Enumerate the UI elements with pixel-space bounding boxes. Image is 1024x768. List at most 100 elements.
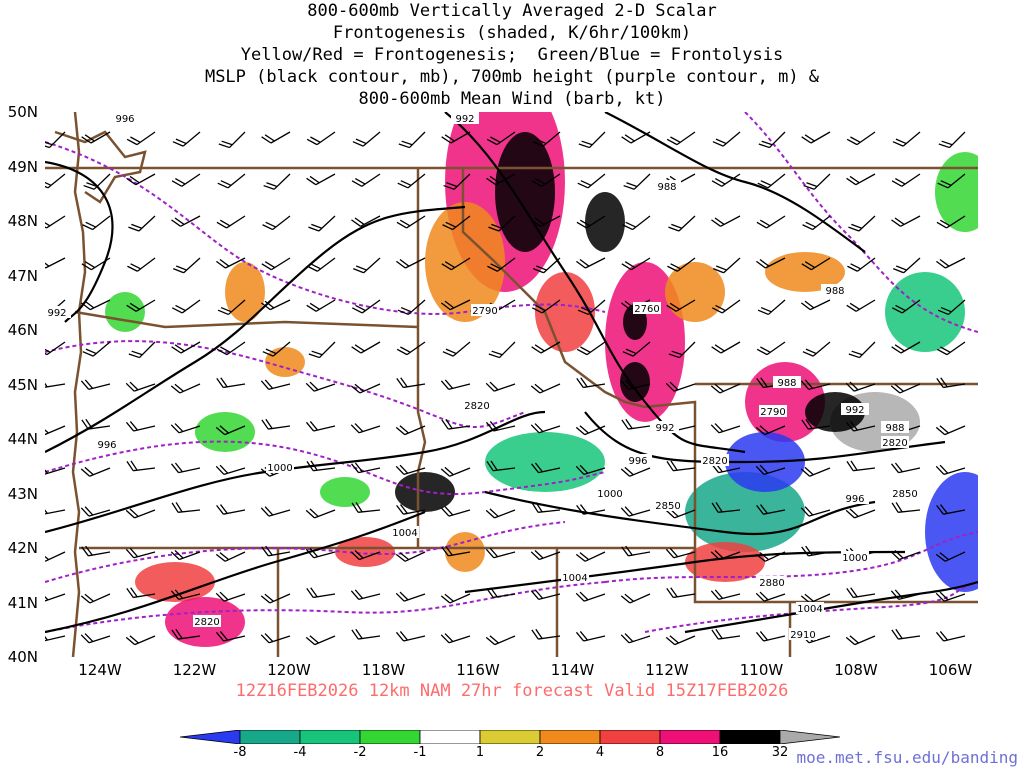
mslp-contour-label: 988 <box>885 423 904 434</box>
colorbar-label: -8 <box>233 745 247 760</box>
latitude-label: 43N <box>7 484 38 503</box>
wind-barb <box>126 173 156 186</box>
wind-barb <box>125 635 156 646</box>
longitude-label: 118W <box>361 661 406 679</box>
wind-barb <box>126 460 156 472</box>
frontogenesis-shade <box>935 152 978 232</box>
height-contour-label-box <box>463 399 491 411</box>
wind-barb <box>531 341 561 354</box>
wind-barb <box>578 131 606 149</box>
wind-barb <box>395 551 426 562</box>
height-contour-label: 2880 <box>759 578 784 589</box>
mslp-contour-label-box <box>796 602 824 614</box>
state-borders <box>45 112 978 657</box>
wind-barb <box>487 257 516 272</box>
colorbar-swatch <box>539 730 601 744</box>
wind-barb <box>802 341 831 357</box>
wind-barb <box>485 547 516 559</box>
wind-barb <box>846 299 876 312</box>
wind-barb <box>710 423 741 434</box>
wind-barb <box>396 215 426 229</box>
wind-barb <box>351 341 381 354</box>
colorbar-swatch <box>419 730 481 744</box>
wind-barb <box>45 341 66 356</box>
wind-barb <box>171 215 201 227</box>
wind-barb <box>125 381 156 392</box>
wind-barb <box>890 383 921 394</box>
wind-barbs <box>45 131 966 646</box>
wind-barb <box>306 299 336 312</box>
wind-barb <box>890 549 921 561</box>
wind-barb <box>938 131 966 149</box>
mslp-contour-label: 992 <box>845 405 864 416</box>
wind-barb <box>845 508 876 519</box>
wind-barb <box>350 589 381 600</box>
wind-barb <box>758 131 786 149</box>
wind-barb <box>261 545 291 557</box>
wind-barb <box>308 341 336 359</box>
colorbar-label: 16 <box>711 745 729 760</box>
wind-barb <box>216 215 246 229</box>
wind-barb <box>440 466 471 477</box>
colorbar-swatch <box>719 730 781 744</box>
mslp-contour-label-box <box>881 421 909 433</box>
wind-barb <box>440 299 471 311</box>
wind-barb <box>80 506 111 517</box>
height-contour-label-box <box>758 576 786 588</box>
wind-barb <box>533 257 561 274</box>
wind-barb <box>396 377 426 389</box>
wind-barb <box>713 257 741 274</box>
wind-barb <box>45 377 66 389</box>
wind-barb <box>666 460 696 472</box>
wind-barb <box>127 257 156 272</box>
wind-barb <box>128 341 156 359</box>
mslp-contour-label: 988 <box>825 286 844 297</box>
longitude-label: 120W <box>267 661 311 679</box>
wind-barb <box>755 631 786 642</box>
wind-barb <box>935 551 966 562</box>
height-contour-label-box <box>633 302 661 314</box>
wind-barb <box>260 379 291 390</box>
mslp-contour-label: 1004 <box>562 573 587 584</box>
wind-barb <box>847 257 876 272</box>
wind-barb <box>577 173 606 189</box>
wind-barb <box>665 547 696 559</box>
wind-barb <box>710 549 741 561</box>
height-contour-label: 2820 <box>194 617 219 628</box>
wind-barb <box>665 381 696 392</box>
wind-barb <box>80 593 111 604</box>
wind-barb <box>486 131 516 146</box>
wind-barb <box>937 173 966 189</box>
wind-barb <box>260 506 291 517</box>
site-url[interactable]: moe.met.fsu.edu/banding <box>796 748 1018 767</box>
wind-barb <box>485 508 516 519</box>
wind-barb <box>45 504 66 515</box>
mslp-contour-label: 1004 <box>392 528 417 539</box>
wind-barb <box>305 381 336 392</box>
wind-barb <box>530 383 561 394</box>
latitude-label: 45N <box>7 375 38 394</box>
wind-barb <box>171 173 201 187</box>
height-contour-label: 2790 <box>760 407 785 418</box>
wind-barb <box>126 587 156 599</box>
wind-barb <box>575 591 606 602</box>
wind-barb <box>577 299 606 316</box>
wind-barb <box>80 466 111 477</box>
wind-barb <box>126 131 156 146</box>
wind-barb <box>216 341 246 356</box>
frontogenesis-shade <box>195 412 255 452</box>
frontogenesis-shade <box>885 272 965 352</box>
mslp-contour-label-box <box>391 526 419 538</box>
wind-barb <box>172 131 201 147</box>
wind-barb <box>306 131 336 146</box>
height-contour-label: 2850 <box>892 489 917 500</box>
mslp-contour-label-box <box>111 112 139 124</box>
colorbar-label: -2 <box>353 745 367 760</box>
wind-barb <box>441 418 471 430</box>
colorbar-label: 4 <box>595 745 605 760</box>
wind-barb <box>216 377 246 389</box>
wind-barb <box>531 462 561 474</box>
wind-barb <box>215 551 246 562</box>
wind-barb <box>442 215 471 231</box>
wind-barb <box>891 173 921 187</box>
